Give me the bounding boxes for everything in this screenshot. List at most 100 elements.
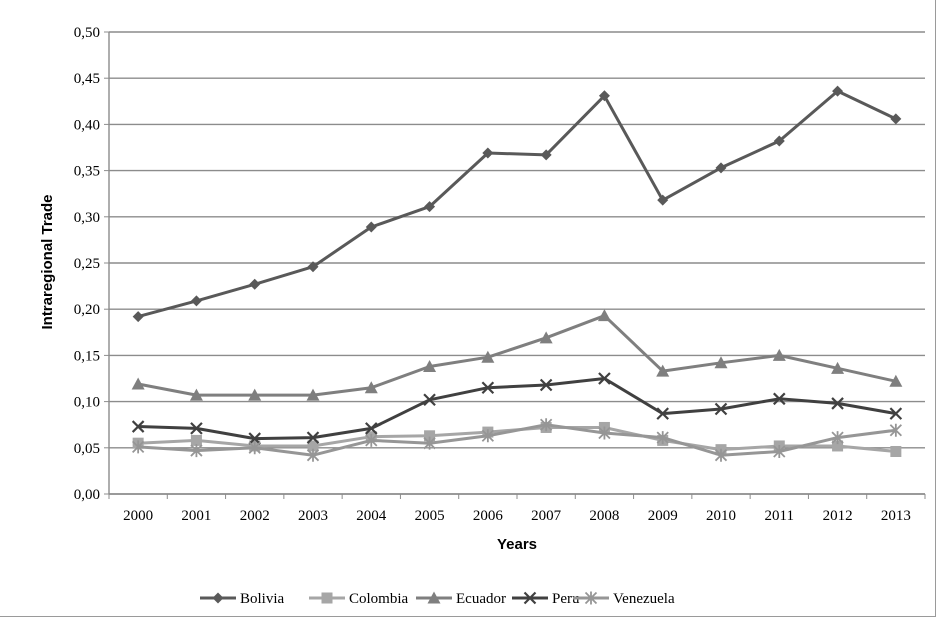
peru-point bbox=[539, 378, 553, 392]
bolivia-point bbox=[365, 221, 377, 233]
ecuador-point bbox=[772, 348, 786, 361]
peru-point bbox=[656, 407, 669, 420]
x-tick-label: 2011 bbox=[765, 508, 794, 524]
bolivia-point bbox=[540, 149, 552, 161]
series-bolivia bbox=[132, 85, 902, 323]
x-tick-label: 2013 bbox=[881, 508, 911, 524]
bolivia-point bbox=[190, 295, 202, 307]
y-tick-label: 0,25 bbox=[74, 256, 100, 272]
peru-point bbox=[365, 422, 378, 435]
x-axis-ticks: 2000 2001 2002 2003 2004 2005 2006 2007 2008 2009… bbox=[108, 494, 926, 524]
legend-label: Ecuador bbox=[456, 591, 506, 607]
bolivia-point bbox=[424, 201, 436, 213]
venezuela-line bbox=[138, 423, 897, 457]
bolivia-point bbox=[657, 194, 669, 206]
legend-swatch-marker bbox=[584, 591, 598, 605]
peru-point bbox=[598, 372, 611, 385]
colombia-point bbox=[890, 445, 902, 457]
legend-swatch-marker bbox=[321, 592, 333, 604]
venezuela-point bbox=[540, 418, 553, 432]
ecuador-line bbox=[137, 314, 897, 397]
ecuador-point bbox=[714, 356, 728, 369]
bolivia-point bbox=[773, 135, 785, 147]
series-venezuela bbox=[132, 418, 902, 462]
bolivia-point bbox=[832, 85, 844, 97]
venezuela-point bbox=[656, 431, 669, 445]
peru-point bbox=[481, 381, 495, 395]
peru-point bbox=[190, 422, 203, 435]
venezuela-point bbox=[481, 429, 494, 443]
ecuador-point bbox=[248, 388, 262, 401]
ecuador-point bbox=[131, 377, 145, 390]
x-tick-label: 2006 bbox=[473, 508, 504, 524]
y-tick-label: 0,15 bbox=[74, 348, 100, 364]
bolivia-point bbox=[715, 162, 727, 174]
y-tick-label: 0,05 bbox=[74, 441, 100, 457]
y-tick-label: 0,00 bbox=[74, 487, 100, 503]
y-tick-label: 0,20 bbox=[74, 302, 100, 318]
legend-item-venezuela: Venezuela bbox=[573, 591, 675, 607]
legend-label: Colombia bbox=[349, 591, 409, 607]
peru-line bbox=[138, 377, 897, 441]
bolivia-point bbox=[890, 113, 902, 125]
ecuador-point bbox=[656, 364, 670, 377]
peru-point bbox=[131, 420, 145, 433]
ecuador-point bbox=[481, 350, 495, 363]
colombia-point bbox=[832, 440, 844, 452]
legend-swatch-marker bbox=[212, 592, 224, 604]
legend: Bolivia Colombia Ecuador Peru Venezuela bbox=[200, 591, 675, 607]
legend-item-ecuador: Ecuador bbox=[416, 591, 506, 607]
venezuela-point bbox=[423, 436, 436, 450]
peru-point bbox=[831, 397, 844, 410]
x-tick-label: 2009 bbox=[648, 508, 678, 524]
colombia-point bbox=[307, 440, 319, 452]
series-ecuador bbox=[131, 309, 903, 401]
bolivia-point bbox=[598, 90, 610, 102]
bolivia-point bbox=[132, 311, 144, 323]
venezuela-point bbox=[306, 448, 320, 462]
x-tick-label: 2007 bbox=[531, 508, 562, 524]
bolivia-point bbox=[307, 261, 319, 273]
legend-item-peru: Peru bbox=[512, 591, 580, 607]
ecuador-point bbox=[423, 359, 437, 372]
colombia-point bbox=[190, 434, 202, 446]
legend-swatch-marker bbox=[523, 591, 537, 605]
x-tick-label: 2003 bbox=[298, 508, 328, 524]
venezuela-point bbox=[831, 431, 844, 445]
y-tick-label: 0,30 bbox=[74, 210, 100, 226]
peru-point bbox=[714, 402, 728, 416]
peru-point bbox=[889, 407, 903, 420]
peru-point bbox=[306, 431, 320, 444]
x-tick-label: 2004 bbox=[356, 508, 387, 524]
y-tick-label: 0,45 bbox=[74, 71, 100, 87]
series-peru bbox=[131, 372, 903, 445]
legend-label: Peru bbox=[552, 591, 580, 607]
gridlines bbox=[104, 31, 925, 495]
x-tick-label: 2001 bbox=[181, 508, 211, 524]
y-tick-label: 0,50 bbox=[74, 25, 100, 41]
venezuela-point bbox=[598, 426, 611, 440]
x-tick-label: 2010 bbox=[706, 508, 736, 524]
x-tick-label: 2000 bbox=[123, 508, 153, 524]
y-axis-title: Intraregional Trade bbox=[39, 194, 56, 329]
ecuador-point bbox=[597, 309, 611, 322]
bolivia-line bbox=[137, 89, 897, 319]
peru-point bbox=[248, 432, 261, 445]
legend-label: Bolivia bbox=[240, 591, 285, 607]
venezuela-point bbox=[889, 423, 902, 437]
y-axis-ticks: 0,00 0,05 0,10 0,15 0,20 0,25 0,30 0,35 0,40 0,45… bbox=[74, 25, 100, 503]
ecuador-point bbox=[889, 374, 903, 387]
venezuela-point bbox=[365, 433, 378, 447]
legend-swatch-marker bbox=[427, 591, 441, 604]
bolivia-point bbox=[249, 278, 261, 290]
venezuela-point bbox=[190, 444, 203, 458]
peru-point bbox=[423, 393, 436, 407]
series-colombia bbox=[132, 421, 902, 457]
venezuela-point bbox=[132, 440, 145, 454]
x-tick-label: 2008 bbox=[589, 508, 619, 524]
legend-item-bolivia: Bolivia bbox=[200, 591, 285, 607]
x-tick-label: 2002 bbox=[240, 508, 270, 524]
x-axis-title: Years bbox=[497, 536, 537, 553]
venezuela-point bbox=[714, 448, 728, 462]
